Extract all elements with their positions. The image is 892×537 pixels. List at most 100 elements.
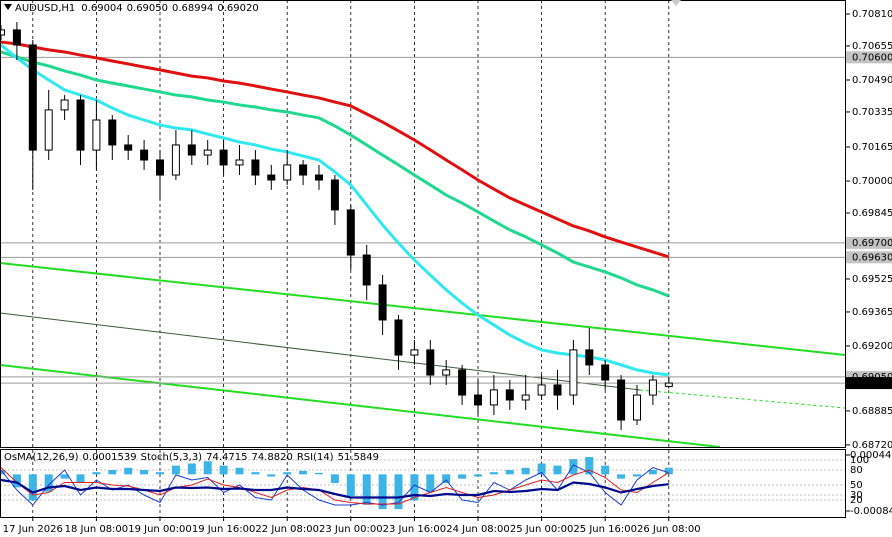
ohlc: 0.68994	[172, 3, 213, 14]
stoch-signal-line	[0, 467, 670, 505]
candle-body	[108, 119, 117, 146]
osma-bar	[251, 472, 260, 475]
x-tick-label: 23 Jun 00:00	[319, 524, 383, 535]
osma-bar	[394, 474, 403, 510]
moving-average	[0, 50, 670, 298]
candle-body	[124, 144, 133, 151]
level-label: 0.69700	[852, 238, 892, 249]
osma-bar	[489, 472, 498, 475]
osma-bar	[76, 474, 85, 484]
y-tick-label: 0.000445	[850, 450, 892, 461]
x-tick-label: 18 Jun 08:00	[65, 524, 129, 535]
candle-body	[601, 364, 610, 381]
osma-bar	[458, 474, 467, 479]
x-tick-label: 25 Jun 00:00	[510, 524, 574, 535]
osma-bar	[187, 463, 196, 475]
candle-body	[76, 99, 85, 151]
y-tick-label: 0.70335	[852, 107, 892, 118]
moving-average	[0, 40, 670, 259]
osma-bar	[585, 456, 594, 475]
osma-bar	[235, 467, 244, 475]
candle-body	[394, 319, 403, 356]
candle-body	[60, 99, 69, 111]
candle-body	[553, 384, 562, 396]
candle-body	[44, 109, 53, 151]
candle-body	[410, 349, 419, 356]
indicator-frame	[0, 449, 846, 518]
header: AUDUSD,H1 0.69004 0.69050 0.68994 0.69020	[15, 3, 259, 14]
osma-bar	[299, 470, 308, 475]
osma-bar	[410, 474, 419, 501]
candle-body	[664, 382, 673, 387]
osma-bar	[330, 474, 339, 484]
candle-body	[648, 379, 657, 396]
osma-bar	[378, 474, 387, 510]
shift-marker	[671, 0, 681, 6]
y-tick-label: 0.70490	[852, 75, 892, 86]
stoch-value: 74.8820	[251, 452, 292, 463]
x-tick-label: 25 Jun 16:00	[573, 524, 637, 535]
osma-bar	[156, 472, 164, 475]
osma-bar	[426, 474, 435, 492]
y-tick-label: 0.70655	[852, 41, 892, 52]
candle-body	[585, 349, 594, 366]
candle-body	[219, 149, 228, 166]
candle-body	[569, 349, 578, 396]
moving-average	[0, 43, 669, 377]
level-tag	[846, 377, 892, 390]
x-tick-label: 17 Jun 2026	[3, 524, 63, 535]
trend-line	[0, 262, 846, 356]
osma-bar	[44, 474, 53, 492]
candle-body	[156, 159, 164, 176]
candle-body	[442, 369, 451, 376]
candle-body	[458, 369, 467, 396]
osma-bar	[92, 472, 101, 475]
y-tick-label: -0.000844	[850, 506, 892, 517]
x-tick-label: 23 Jun 16:00	[383, 524, 447, 535]
osma-bar	[537, 463, 546, 475]
trend-line	[639, 389, 846, 409]
candle-body	[378, 284, 387, 321]
candle-body	[474, 394, 482, 406]
x-tick-label: 19 Jun 00:00	[128, 524, 192, 535]
candle-body	[171, 144, 180, 176]
candle-body	[537, 384, 546, 396]
candle-body	[203, 149, 212, 156]
ohlc: 0.69004	[81, 3, 122, 14]
osma-bar	[60, 474, 69, 479]
candle-body	[283, 164, 292, 181]
candle-body	[330, 179, 339, 211]
trend-line	[0, 364, 721, 448]
osma-bar	[346, 474, 355, 497]
candle-body	[251, 159, 260, 176]
osma-bar	[617, 474, 626, 479]
osma-value: 0.0001539	[83, 452, 137, 463]
rsi-label: RSI(14)	[297, 452, 334, 463]
candle-body	[315, 174, 323, 181]
osma-bar	[171, 465, 180, 475]
y-tick-label: 0.69845	[852, 208, 892, 219]
y-tick-label: 0.69525	[852, 274, 892, 285]
level-label: 0.70600	[852, 52, 892, 63]
osma-bar	[362, 474, 371, 505]
candle-body	[267, 174, 276, 181]
x-tick-label: 22 Jun 08:00	[255, 524, 319, 535]
x-tick-label: 24 Jun 08:00	[446, 524, 510, 535]
y-tick-label: 100	[850, 455, 869, 466]
osma-bar	[442, 474, 451, 484]
y-tick-label: 0.69365	[852, 307, 892, 318]
candle-body	[521, 394, 530, 401]
y-tick-label: 50	[850, 480, 863, 491]
candle-body	[362, 254, 371, 286]
candle-body	[346, 209, 355, 256]
indicator	[0, 454, 850, 512]
level-label: 0.69020	[852, 378, 892, 389]
levels	[0, 56, 845, 384]
level-tag	[846, 236, 892, 249]
candle-body	[426, 349, 435, 376]
symbol: AUDUSD,H1	[15, 3, 75, 14]
indicator-header: OsMA(12,26,9) 0.0001539 Stoch(5,3,3) 74.471…	[4, 452, 379, 463]
symbol-icon	[4, 4, 12, 10]
grid	[32, 0, 850, 521]
